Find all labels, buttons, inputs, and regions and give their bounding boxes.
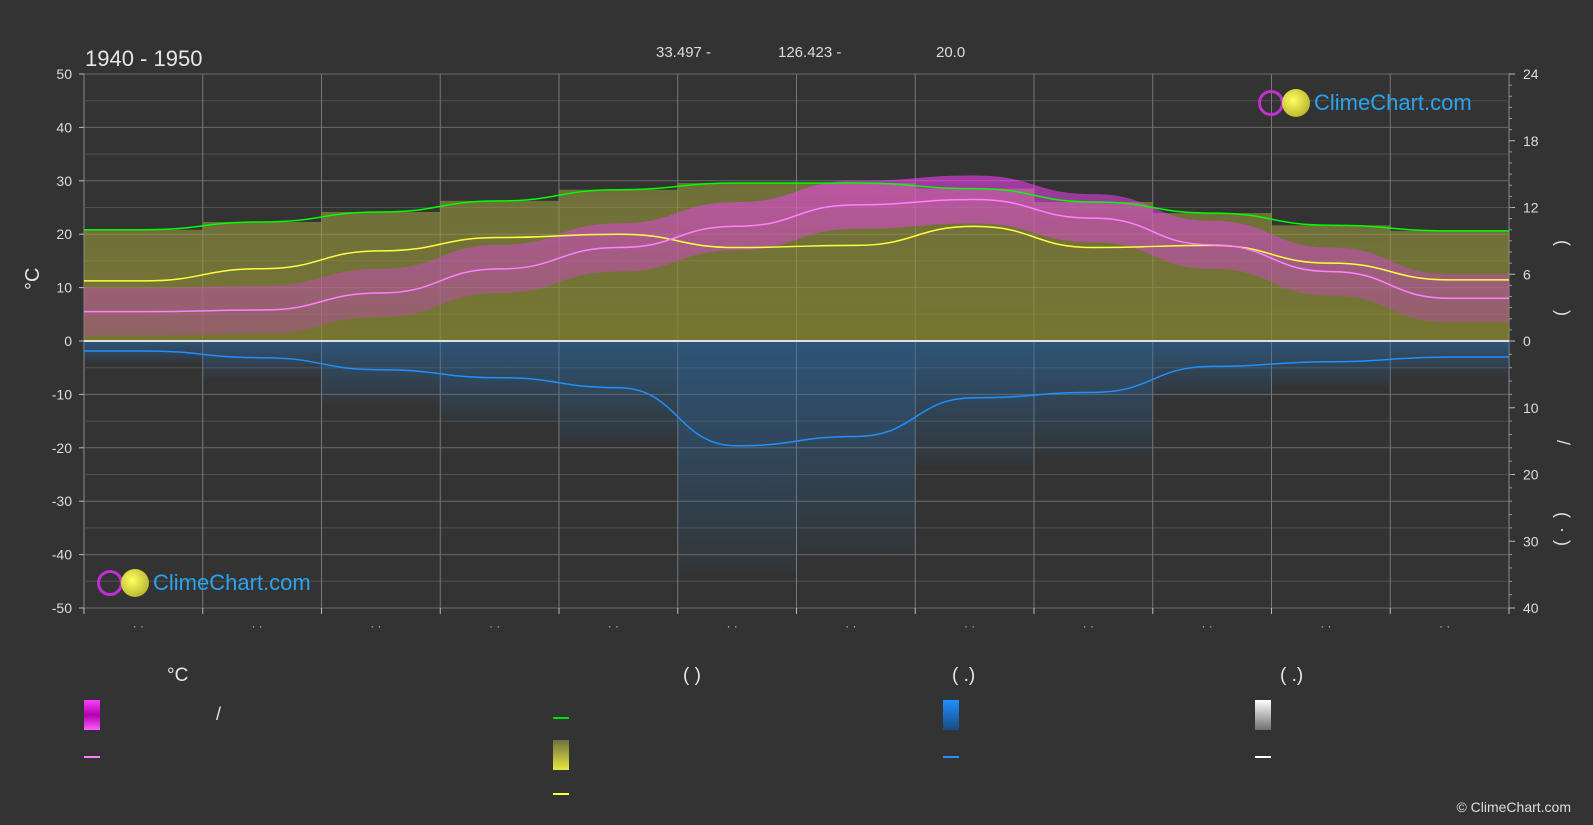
left-tick-label: -40 (52, 547, 72, 563)
right-axis-unit: ) (1553, 310, 1573, 316)
month-tick-label: · · (1201, 619, 1212, 633)
month-tick-label: · · (251, 619, 262, 633)
logo-sun-icon (121, 569, 149, 597)
right-tick-label: 12 (1523, 200, 1539, 216)
mean_temp-line (84, 198, 1509, 313)
brand-name: ClimeChart.com (1314, 90, 1472, 115)
latitude-label: 33.497 - (656, 44, 712, 61)
month-tick-label: · · (133, 619, 144, 633)
precipitation-band (1034, 341, 1153, 455)
climate-chart: 50 40 30 20 10 0 -10 -20 -30 -40 -50 24 18 12 6 0 10 20 30… (52, 66, 1573, 633)
precipitation-band (202, 341, 322, 378)
month-tick-label: · · (608, 619, 619, 633)
legend-daylight-line (553, 717, 569, 719)
right-tick-label: 10 (1523, 400, 1539, 416)
precip-line (84, 350, 1509, 447)
longitude-label: 126.423 - (778, 44, 842, 61)
right-axis-unit: ( (1553, 512, 1573, 518)
left-tick-label: -20 (52, 440, 72, 456)
precipitation-band (559, 341, 678, 444)
precipitation-band (84, 341, 203, 364)
temperature-range-band (84, 175, 1509, 336)
daylight-line (84, 182, 1509, 232)
sunshine-line (84, 225, 1509, 282)
legend-sunshine-swatch (553, 740, 569, 770)
right-axis-unit: ) (1553, 540, 1573, 546)
precipitation-band (321, 341, 441, 405)
legend-sun-header: ( ) (683, 665, 701, 686)
logo-sun-icon (1282, 89, 1310, 117)
month-tick-label: · · (845, 619, 856, 633)
data-bands (84, 175, 1509, 572)
precipitation-band (915, 341, 1034, 466)
elevation-label: 20.0 (936, 44, 966, 61)
legend-temp-header: °C (167, 665, 189, 686)
left-tick-label: 10 (56, 280, 72, 296)
precipitation-band (1271, 341, 1391, 387)
left-axis-unit: °C (22, 267, 44, 290)
legend-temp-slash: / (216, 704, 222, 724)
legend-rain-swatch (943, 700, 959, 730)
legend-temp-range-swatch (84, 700, 100, 730)
month-tick-label: · · (726, 619, 737, 633)
right-tick-label: 24 (1523, 66, 1539, 82)
brand-name: ClimeChart.com (153, 570, 311, 595)
month-tick-label: · · (1083, 619, 1094, 633)
month-tick-label: · · (1439, 619, 1450, 633)
left-tick-label: 40 (56, 119, 72, 135)
legend-rain-header: ( .) (952, 665, 976, 686)
chart-years: 1940 - 1950 (85, 46, 203, 71)
left-tick-label: 20 (56, 226, 72, 242)
legend-sunshine-line (553, 793, 569, 795)
precipitation-band (1152, 341, 1272, 397)
right-axis-unit: ( (1553, 240, 1573, 246)
legend-mean-temp-line (84, 756, 100, 758)
right-tick-label: 18 (1523, 133, 1539, 149)
series-lines (84, 182, 1509, 447)
precipitation-band (440, 341, 559, 422)
left-tick-label: 0 (64, 333, 72, 349)
precipitation-band (677, 341, 797, 572)
axes: 50 40 30 20 10 0 -10 -20 -30 -40 -50 24 18 12 6 0 10 20 30… (52, 66, 1573, 633)
right-axis-unit: / (1553, 440, 1573, 445)
legend-snow-swatch (1255, 700, 1271, 730)
right-tick-label: 0 (1523, 333, 1531, 349)
month-tick-label: · · (964, 619, 975, 633)
brand-logo-bottom: ClimeChart.com (97, 569, 337, 599)
legend-snow-header: ( .) (1280, 665, 1304, 686)
right-tick-label: 40 (1523, 600, 1539, 616)
right-tick-label: 30 (1523, 533, 1539, 549)
legend-snow-line (1255, 756, 1271, 758)
brand-logo-top: ClimeChart.com (1258, 89, 1478, 119)
logo-ring-icon (1258, 90, 1284, 116)
month-tick-label: · · (370, 619, 381, 633)
copyright: © ClimeChart.com (1456, 799, 1571, 815)
right-tick-label: 6 (1523, 266, 1531, 282)
left-tick-label: -10 (52, 386, 72, 402)
precipitation-band (796, 341, 916, 551)
left-tick-label: -30 (52, 493, 72, 509)
left-tick-label: 50 (56, 66, 72, 82)
month-tick-label: · · (489, 619, 500, 633)
right-tick-label: 20 (1523, 467, 1539, 483)
month-tick-label: · · (1320, 619, 1331, 633)
legend-rain-line (943, 756, 959, 758)
right-axis-unit: · (1553, 527, 1573, 533)
left-tick-label: 30 (56, 173, 72, 189)
left-tick-label: -50 (52, 600, 72, 616)
logo-ring-icon (97, 570, 123, 596)
